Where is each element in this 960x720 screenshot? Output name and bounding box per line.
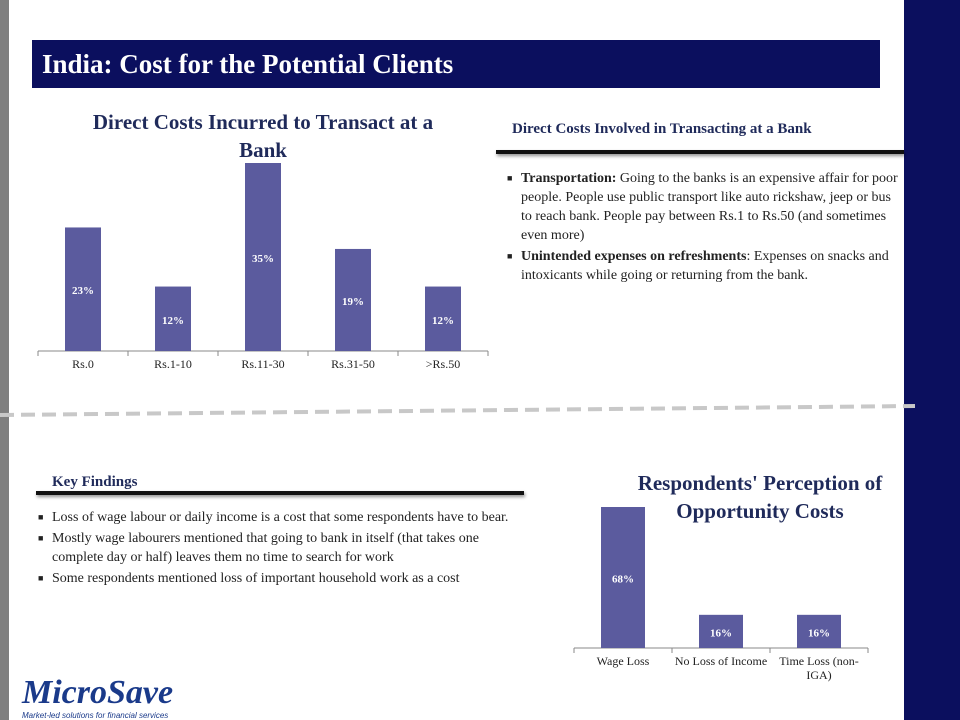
direct-cost-item-lead: Unintended expenses on refreshments [521, 249, 747, 264]
direct-cost-item-text: Going to the banks is an expensive affai… [521, 171, 898, 243]
key-finding-text: Loss of wage labour or daily income is a… [52, 510, 509, 525]
key-finding-item: ■ Loss of wage labour or daily income is … [38, 510, 509, 525]
direct-costs-heading: Direct Costs Involved in Transacting at … [512, 121, 812, 137]
bar-data-label: 19% [342, 296, 364, 308]
bar [425, 286, 461, 351]
left-edge-bar [0, 0, 9, 720]
key-findings-rule [36, 491, 524, 495]
logo-name: MicroSave [22, 674, 174, 711]
key-finding-text: Mostly wage labourers mentioned that goi… [52, 531, 479, 565]
x-tick-label: Rs.0 [72, 357, 94, 371]
bar-data-label: 16% [808, 627, 830, 639]
bar-data-label: 12% [432, 315, 454, 327]
x-tick-label: Rs.1-10 [154, 357, 192, 371]
logo-tagline: Market-led solutions for financial servi… [22, 711, 169, 720]
dashed-separator [0, 404, 915, 417]
chart1-title: Direct Costs Incurred to Transact at a B… [92, 110, 434, 162]
bar-data-label: 12% [162, 315, 184, 327]
direct-cost-item: ■ Unintended expenses on refreshments: Ex… [507, 249, 889, 283]
title-bar: India: Cost for the Potential Clients [32, 40, 880, 88]
direct-costs-rule [496, 150, 904, 154]
chart2-svg: 68% Wage Loss 16% No Loss of Income 16% Time … [573, 507, 869, 682]
bar [245, 163, 281, 351]
x-tick-label: >Rs.50 [426, 357, 460, 371]
right-edge-panel [904, 0, 960, 720]
key-findings-heading: Key Findings [52, 474, 138, 490]
chart2-title: Respondents' Perception of Opportunity C… [637, 471, 883, 523]
direct-cost-item: ■ Transportation: Going to the banks is a… [507, 171, 898, 243]
bar [797, 614, 841, 648]
bar [699, 614, 743, 648]
key-finding-item: ■ Some respondents mentioned loss of impo… [38, 571, 460, 586]
x-tick-label: No Loss of Income [675, 654, 767, 668]
bar-data-label: 16% [710, 627, 732, 639]
bar-data-label: 23% [72, 285, 94, 297]
x-tick-label: Rs.11-30 [241, 357, 284, 371]
key-finding-text: Some respondents mentioned loss of impor… [52, 571, 460, 586]
direct-cost-item-lead: Transportation: [521, 171, 617, 186]
x-tick-label: Rs.31-50 [331, 357, 375, 371]
bar [155, 286, 191, 351]
key-findings-list: ■ Loss of wage labour or daily income is … [36, 508, 526, 590]
direct-costs-list: ■ Transportation: Going to the banks is a… [505, 169, 905, 287]
bar-data-label: 68% [612, 574, 634, 586]
bar [65, 227, 101, 351]
bar [601, 507, 645, 648]
page-title: India: Cost for the Potential Clients [42, 49, 454, 79]
bar [335, 248, 371, 351]
direct-cost-item-text: : Expenses on snacks and intoxicants whi… [521, 249, 889, 283]
x-tick-label: IGA) [806, 668, 831, 682]
key-finding-item: ■ Mostly wage labourers mentioned that go… [38, 531, 479, 565]
x-tick-label: Wage Loss [597, 654, 650, 668]
microsave-logo: MicroSave Market-led solutions for finan… [22, 676, 173, 720]
chart1-svg: 23% Rs.0 12% Rs.1-10 35% Rs.11-30 19% Rs.31-50 1… [37, 163, 489, 371]
bar-data-label: 35% [252, 253, 274, 265]
x-tick-label: Time Loss (non- [779, 654, 859, 668]
